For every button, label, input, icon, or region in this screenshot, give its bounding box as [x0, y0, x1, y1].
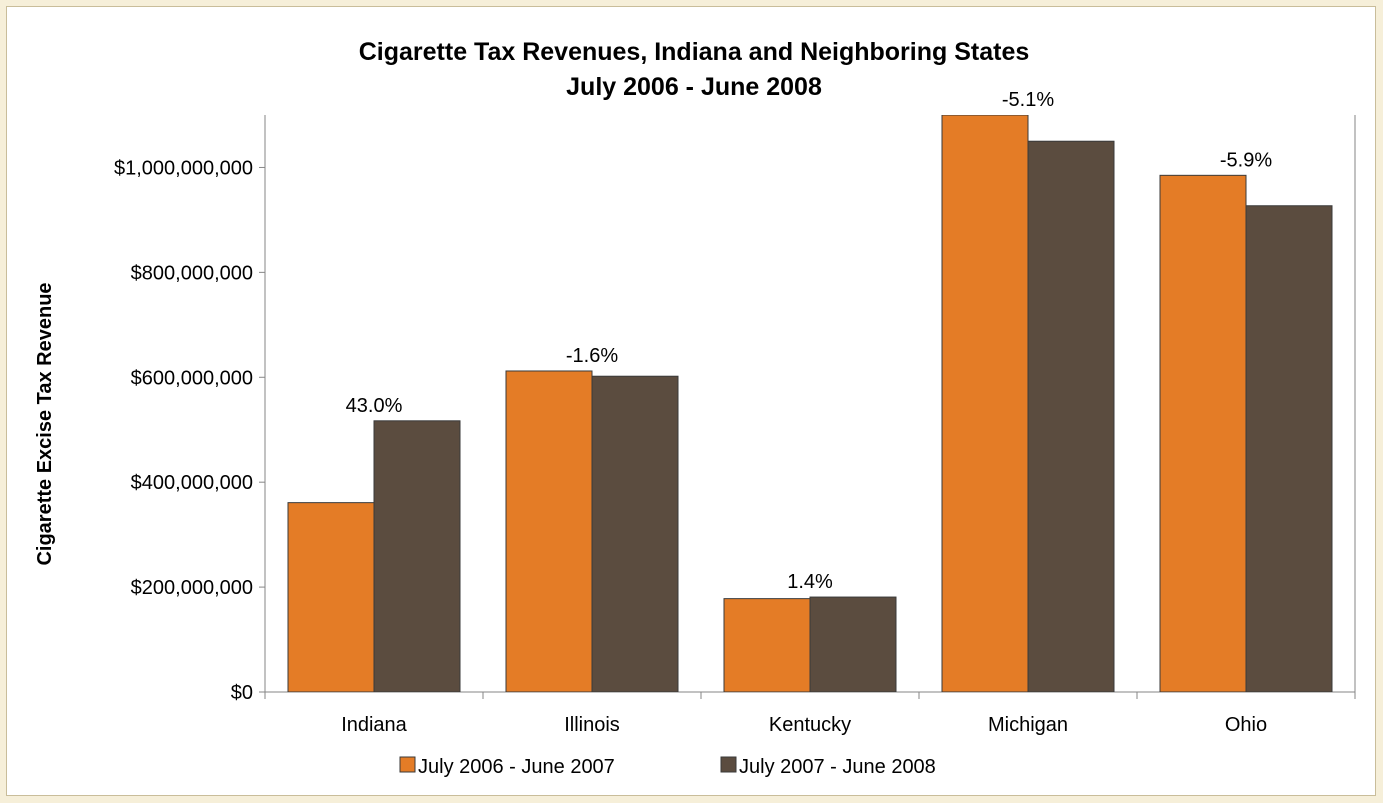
chart-title: Cigarette Tax Revenues, Indiana and Neig…: [359, 38, 1030, 66]
chart-frame: Cigarette Tax Revenues, Indiana and Neig…: [6, 6, 1376, 796]
legend: July 2006 - June 2007 July 2007 - June 20…: [399, 756, 936, 778]
legend-label-1: July 2006 - June 2007: [418, 756, 615, 778]
bar-ohio-series-2: [1245, 205, 1333, 692]
bar-indiana-series-1: [287, 502, 375, 692]
x-tick-label: Indiana: [341, 714, 407, 736]
percent-change-label: -5.1%: [1002, 89, 1054, 111]
x-tick-label: Michigan: [988, 714, 1068, 736]
legend-swatch-2: [720, 756, 737, 773]
bar-indiana-series-2: [373, 420, 461, 692]
bar-kentucky-series-2: [809, 596, 897, 692]
bar-kentucky-series-1: [723, 598, 811, 692]
y-tick-label: $1,000,000,000: [114, 157, 253, 179]
percent-change-label: 43.0%: [346, 395, 403, 417]
legend-label-2: July 2007 - June 2008: [739, 756, 936, 778]
bar-ohio-series-1: [1159, 174, 1247, 692]
percent-change-label: -5.9%: [1220, 149, 1272, 171]
bar-michigan-series-2: [1027, 140, 1115, 692]
y-tick-label: $400,000,000: [131, 472, 253, 494]
bar-michigan-series-1: [941, 115, 1029, 692]
y-tick-label: $800,000,000: [131, 262, 253, 284]
bar-illinois-series-2: [591, 375, 679, 692]
bar-illinois-series-1: [505, 370, 593, 692]
y-tick-label: $200,000,000: [131, 577, 253, 599]
percent-change-label: 1.4%: [787, 571, 833, 593]
legend-swatch-1: [399, 756, 416, 773]
y-tick-label: $0: [231, 682, 253, 704]
plot-area: $0 $200,000,000 $400,000,000 $600,000,000 $8…: [114, 89, 1356, 736]
percent-change-label: -1.6%: [566, 345, 618, 367]
y-tick-label: $600,000,000: [131, 367, 253, 389]
x-tick-label: Ohio: [1225, 714, 1267, 736]
y-axis-label: Cigarette Excise Tax Revenue: [34, 282, 56, 565]
x-tick-label: Illinois: [564, 714, 620, 736]
chart-subtitle: July 2006 - June 2008: [566, 73, 822, 101]
chart-svg: Cigarette Tax Revenues, Indiana and Neig…: [34, 38, 1356, 778]
x-tick-label: Kentucky: [769, 714, 851, 736]
